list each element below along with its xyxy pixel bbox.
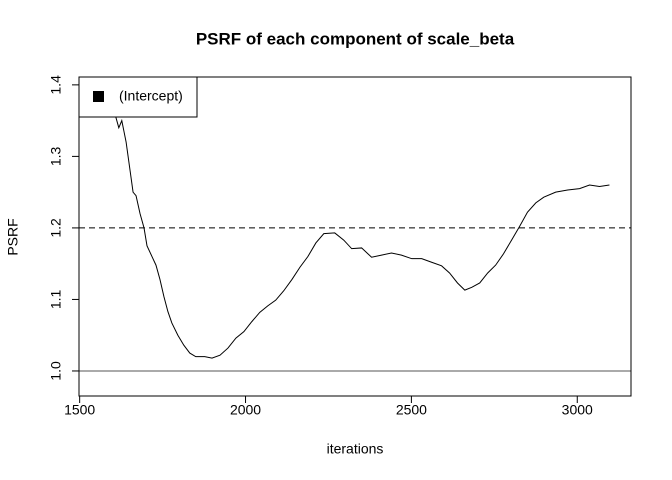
legend-swatch: [93, 91, 104, 102]
y-tick-label: 1.4: [48, 75, 64, 95]
y-tick-label: 1.0: [48, 361, 64, 381]
plot-frame: [78, 76, 632, 397]
y-axis-label: PSRF: [5, 218, 21, 255]
legend-label: (Intercept): [119, 88, 183, 104]
x-tick-label: 2000: [230, 402, 261, 418]
x-tick-label: 2500: [396, 402, 427, 418]
y-tick-label: 1.1: [48, 290, 64, 310]
y-tick-label: 1.2: [48, 218, 64, 238]
chart-title: PSRF of each component of scale_beta: [196, 29, 515, 48]
x-tick-label: 3000: [562, 402, 593, 418]
y-tick-label: 1.3: [48, 146, 64, 166]
x-tick-label: 1500: [64, 402, 95, 418]
data-line: [105, 84, 610, 359]
x-axis-label: iterations: [327, 441, 384, 457]
